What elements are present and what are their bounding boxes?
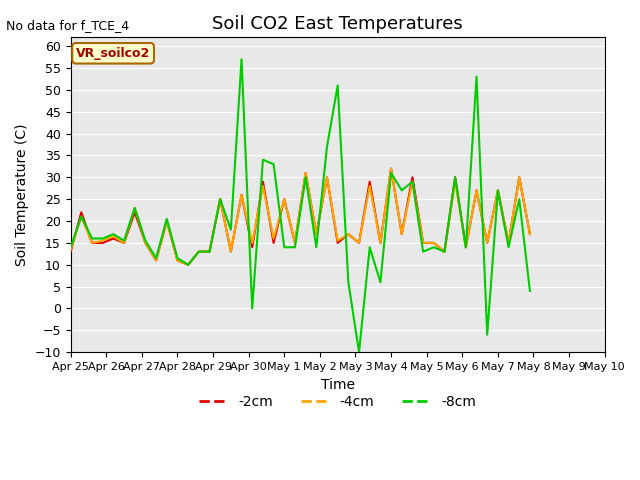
X-axis label: Time: Time — [321, 377, 355, 392]
Y-axis label: Soil Temperature (C): Soil Temperature (C) — [15, 123, 29, 266]
Legend: -2cm, -4cm, -8cm: -2cm, -4cm, -8cm — [194, 389, 481, 415]
Title: Soil CO2 East Temperatures: Soil CO2 East Temperatures — [212, 15, 463, 33]
Text: No data for f_TCE_4: No data for f_TCE_4 — [6, 19, 129, 32]
Text: VR_soilco2: VR_soilco2 — [76, 47, 150, 60]
